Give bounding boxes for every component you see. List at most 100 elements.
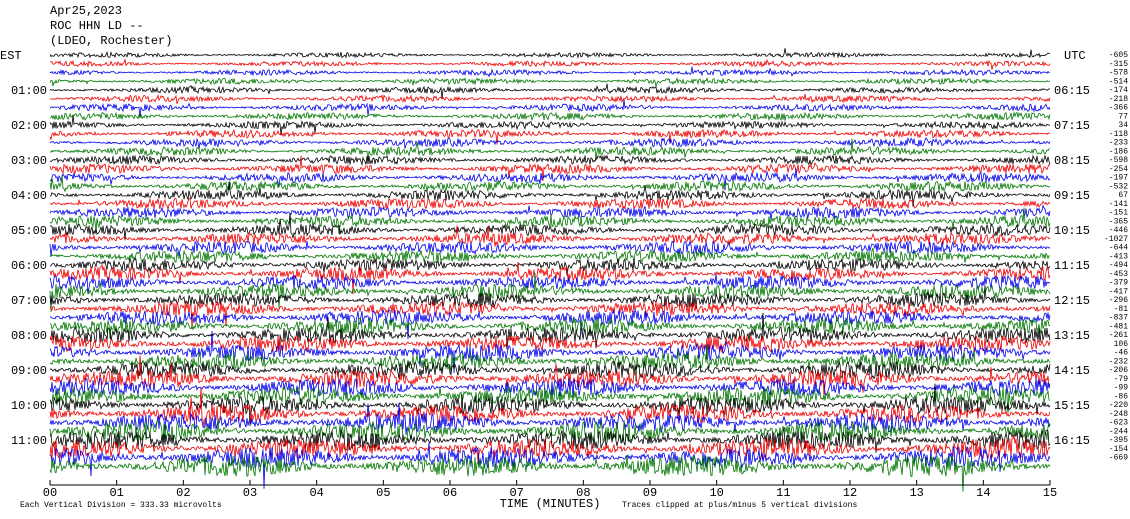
- trace: [49, 273, 1051, 294]
- x-tick-label: 08: [576, 486, 590, 500]
- trace: [49, 308, 1051, 340]
- trace: [49, 344, 1051, 382]
- x-tick-label: 09: [643, 486, 657, 500]
- trace: [49, 154, 1051, 167]
- x-tick-label: 02: [176, 486, 190, 500]
- right-hour-label: 11:15: [1054, 259, 1090, 273]
- offset-label: 34: [1118, 121, 1128, 130]
- left-hour-label: 09:00: [11, 364, 47, 378]
- offset-label: -233: [1109, 139, 1128, 148]
- offset-label: -154: [1109, 445, 1128, 454]
- trace: [49, 58, 1051, 70]
- offset-label: -174: [1109, 86, 1128, 95]
- trace: [49, 136, 1051, 150]
- left-hour-label: 10:00: [11, 399, 47, 413]
- trace: [49, 427, 1051, 453]
- left-hour-label: 08:00: [11, 329, 47, 343]
- trace: [49, 334, 1051, 353]
- offset-label: -254: [1109, 165, 1128, 174]
- trace: [49, 360, 1051, 380]
- right-axis-title: UTC: [1064, 49, 1086, 63]
- x-tick-label: 01: [109, 486, 123, 500]
- trace: [49, 114, 1051, 136]
- trace: [49, 330, 1051, 374]
- offset-label: -197: [1109, 174, 1128, 183]
- x-tick-label: 03: [243, 486, 257, 500]
- offset-label: -669: [1109, 454, 1128, 463]
- scale-note: Each Vertical Division = 333.33 microvol…: [20, 501, 222, 510]
- offset-label: -605: [1109, 51, 1128, 60]
- trace: [49, 204, 1051, 221]
- trace: [49, 262, 1051, 294]
- offset-label: -453: [1109, 270, 1128, 279]
- offset-label: -220: [1109, 401, 1128, 410]
- offset-label: -644: [1109, 244, 1128, 253]
- trace: [49, 386, 1051, 427]
- right-hour-label: 14:15: [1054, 364, 1090, 378]
- trace: [49, 175, 1051, 193]
- x-tick-label: 05: [376, 486, 390, 500]
- offset-label: -514: [1109, 77, 1128, 86]
- x-tick-label: 10: [709, 486, 723, 500]
- x-tick-label: 00: [43, 486, 57, 500]
- right-hour-label: 09:15: [1054, 189, 1090, 203]
- offset-label: -151: [1109, 209, 1128, 218]
- offset-label: -532: [1109, 182, 1128, 191]
- offset-label: -79: [1114, 375, 1129, 384]
- trace: [49, 272, 1051, 312]
- x-axis-title: TIME (MINUTES): [500, 497, 601, 511]
- offset-label: -1027: [1104, 235, 1128, 244]
- trace: [49, 355, 1051, 399]
- trace: [49, 99, 1051, 118]
- trace: [49, 212, 1051, 241]
- offset-label: -446: [1109, 226, 1128, 235]
- offset-label: 106: [1114, 340, 1129, 349]
- left-hour-label: 04:00: [11, 189, 47, 203]
- right-hour-label: 06:15: [1054, 84, 1090, 98]
- x-tick-label: 06: [443, 486, 457, 500]
- right-hour-label: 07:15: [1054, 119, 1090, 133]
- left-axis-title: EST: [0, 49, 22, 63]
- trace: [49, 454, 1051, 492]
- trace: [49, 83, 1051, 100]
- trace: [49, 385, 1051, 414]
- trace: [49, 418, 1051, 444]
- offset-label: -623: [1109, 419, 1128, 428]
- trace: [49, 312, 1051, 354]
- offset-label: -206: [1109, 366, 1128, 375]
- offset-label: -494: [1109, 261, 1128, 270]
- right-hour-label: 13:15: [1054, 329, 1090, 343]
- offset-label: -86: [1114, 392, 1129, 401]
- left-hour-label: 01:00: [11, 84, 47, 98]
- trace: [49, 442, 1051, 489]
- offset-label: -218: [1109, 95, 1128, 104]
- traces: [49, 48, 1051, 492]
- offset-label: -296: [1109, 296, 1128, 305]
- offset-label: 77: [1118, 112, 1128, 121]
- offset-label: -186: [1109, 147, 1128, 156]
- offset-label: -837: [1109, 314, 1128, 323]
- x-tick-label: 04: [309, 486, 323, 500]
- trace: [49, 138, 1051, 163]
- clip-note: Traces clipped at plus/minus 5 vertical …: [622, 501, 857, 510]
- offset-label: -118: [1109, 130, 1128, 139]
- trace: [49, 93, 1051, 104]
- date: Apr25,2023: [50, 4, 122, 18]
- trace: [49, 257, 1051, 276]
- left-hour-label: 07:00: [11, 294, 47, 308]
- offset-label: -413: [1109, 252, 1128, 261]
- right-hour-label: 16:15: [1054, 434, 1090, 448]
- trace: [49, 111, 1051, 122]
- trace: [49, 239, 1051, 257]
- offset-label: -366: [1109, 104, 1128, 113]
- trace: [49, 315, 1051, 339]
- trace: [49, 285, 1051, 309]
- trace: [49, 168, 1051, 191]
- x-tick-label: 12: [843, 486, 857, 500]
- trace: [49, 155, 1051, 181]
- network: (LDEO, Rochester): [50, 34, 172, 48]
- x-tick-label: 13: [909, 486, 923, 500]
- offset-label: -46: [1114, 349, 1129, 358]
- offset-label: -244: [1109, 427, 1128, 436]
- offset-label: -417: [1109, 287, 1128, 296]
